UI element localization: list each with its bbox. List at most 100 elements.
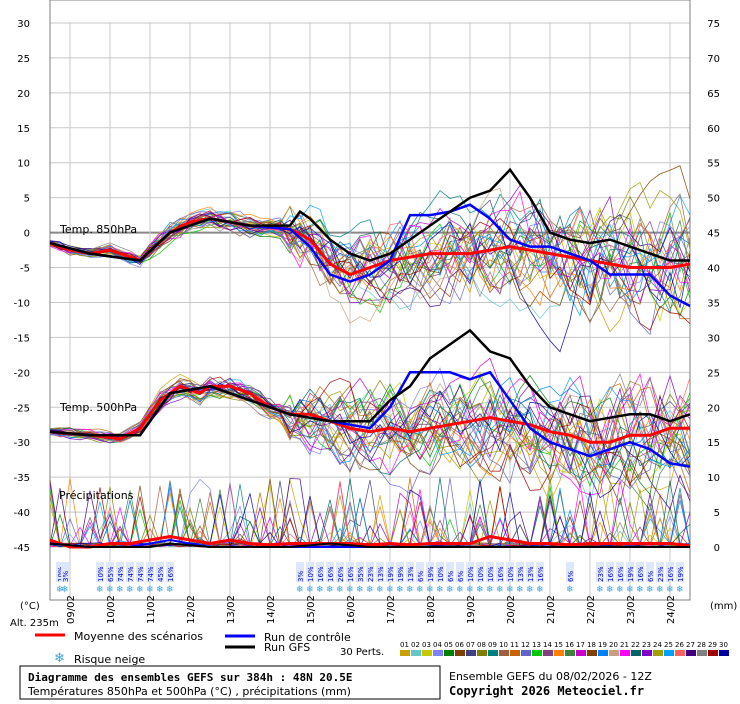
snowflake-icon: ❄ bbox=[336, 585, 344, 595]
snow-risk-pct: 16% bbox=[607, 566, 615, 582]
snow-risk-pct: 19% bbox=[677, 566, 685, 582]
section-label-t500: Temp. 500hPa bbox=[59, 401, 137, 414]
left-tick-label: -5 bbox=[20, 264, 30, 275]
snow-risk-cell bbox=[526, 562, 534, 582]
snow-risk-cell bbox=[166, 562, 174, 582]
snow-risk-pct: 65% bbox=[107, 566, 115, 582]
snowflake-icon: ❄ bbox=[376, 585, 384, 595]
snow-risk-cell bbox=[136, 562, 144, 582]
legend-snow-label: Risque neige bbox=[74, 653, 145, 666]
perturbation-swatch bbox=[664, 650, 674, 656]
x-date-label: 21/02 bbox=[546, 595, 557, 624]
snowflake-icon: ❄ bbox=[416, 585, 424, 595]
snowflake-icon: ❄ bbox=[326, 585, 334, 595]
snowflake-icon: ❄ bbox=[366, 585, 374, 595]
perturbation-number: 16 bbox=[565, 641, 574, 649]
perturbation-number: 27 bbox=[686, 641, 695, 649]
perturbation-number: 23 bbox=[642, 641, 651, 649]
right-axis-unit: (mm) bbox=[710, 601, 737, 612]
snow-risk-pct: 10% bbox=[97, 566, 105, 582]
x-date-label: 24/02 bbox=[666, 595, 677, 624]
axis-layer: 302520151050-5-10-15-20-25-30-35-40-4575… bbox=[14, 19, 720, 624]
snow-risk-cell bbox=[56, 562, 64, 582]
snow-risk-cell bbox=[346, 562, 354, 582]
left-tick-label: 30 bbox=[17, 19, 30, 30]
perturbation-swatch bbox=[532, 650, 542, 656]
perturbation-01-t500 bbox=[49, 373, 691, 504]
snowflake-icon: ❄ bbox=[126, 585, 134, 595]
snow-risk-cell bbox=[676, 562, 684, 582]
snowflake-icon: ❄ bbox=[396, 585, 404, 595]
snow-risk-cell bbox=[476, 562, 484, 582]
left-tick-label: -25 bbox=[14, 403, 30, 414]
snowflake-icon: ❄ bbox=[306, 585, 314, 595]
perturbation-number: 06 bbox=[455, 641, 464, 649]
snow-risk-pct: 10% bbox=[307, 566, 315, 582]
snow-risk-cell bbox=[436, 562, 444, 582]
snow-risk-pct: 16% bbox=[347, 566, 355, 582]
snow-risk-cell bbox=[606, 562, 614, 582]
right-tick-label: 65 bbox=[707, 89, 720, 100]
snow-risk-cell bbox=[616, 562, 624, 582]
snow-risk-cell bbox=[356, 562, 364, 582]
snow-risk-pct: 45% bbox=[157, 566, 165, 582]
snow-risk-pct: 3% bbox=[297, 571, 305, 582]
snow-risk-cell bbox=[156, 562, 164, 582]
x-date-label: 15/02 bbox=[306, 595, 317, 624]
snowflake-icon: ❄ bbox=[466, 585, 474, 595]
snowflake-icon: ❄ bbox=[646, 585, 654, 595]
snowflake-icon: ❄ bbox=[456, 585, 464, 595]
perturbation-swatch bbox=[686, 650, 696, 656]
perturbation-13-t500 bbox=[49, 383, 691, 488]
perturbation-09-t850 bbox=[49, 190, 691, 315]
left-tick-label: -10 bbox=[14, 298, 30, 309]
snow-risk-cell bbox=[306, 562, 314, 582]
snow-risk-pct: 6% bbox=[567, 571, 575, 582]
snow-risk-cell bbox=[516, 562, 524, 582]
snow-risk-pct: 16% bbox=[497, 566, 505, 582]
x-date-label: 18/02 bbox=[426, 595, 437, 624]
snow-risk-cell bbox=[426, 562, 434, 582]
snow-risk-pct: 10% bbox=[467, 566, 475, 582]
snow-risk-pct: 16% bbox=[667, 566, 675, 582]
perturbation-12-t850 bbox=[49, 211, 691, 336]
snow-risk-pct: 16% bbox=[167, 566, 175, 582]
snow-risk-pct: 6% bbox=[417, 571, 425, 582]
perturbation-number: 24 bbox=[653, 641, 662, 649]
perturbation-number: 21 bbox=[620, 641, 629, 649]
snow-risk-cell bbox=[506, 562, 514, 582]
x-date-label: 13/02 bbox=[226, 595, 237, 624]
perturbation-number: 07 bbox=[466, 641, 475, 649]
chart-title: Diagramme des ensembles GEFS sur 384h : … bbox=[28, 671, 353, 684]
snowflake-icon: ❄ bbox=[636, 585, 644, 595]
perturbation-number: 05 bbox=[444, 641, 453, 649]
x-date-label: 16/02 bbox=[346, 595, 357, 624]
perturbation-swatch bbox=[708, 650, 718, 656]
snow-risk-cell bbox=[316, 562, 324, 582]
snow-risk-pct: 74% bbox=[137, 566, 145, 582]
snowflake-icon: ❄ bbox=[516, 585, 524, 595]
right-tick-label: 20 bbox=[707, 403, 720, 414]
chart-subtitle: Températures 850hPa et 500hPa (°C) , pré… bbox=[27, 685, 351, 698]
perturbation-color-legend: 01 02 03 04 05 06 07 08 09 10 11 12 13 14 15 16 17 18 19 20… bbox=[400, 641, 729, 656]
left-tick-label: -45 bbox=[14, 543, 30, 554]
snowflake-icon: ❄ bbox=[356, 585, 364, 595]
perturbations-label: 30 Perts. bbox=[340, 647, 384, 658]
perturbation-swatch bbox=[510, 650, 520, 656]
snow-risk-cell bbox=[366, 562, 374, 582]
perturbation-number: 01 bbox=[400, 641, 409, 649]
perturbation-number: 12 bbox=[521, 641, 530, 649]
snow-risk-cell bbox=[566, 562, 574, 582]
snow-risk-pct: 16% bbox=[537, 566, 545, 582]
snow-risk-pct: 3% bbox=[62, 571, 70, 582]
perturbation-swatch bbox=[609, 650, 619, 656]
perturbation-swatch bbox=[455, 650, 465, 656]
right-tick-label: 50 bbox=[707, 194, 720, 205]
snow-risk-cell bbox=[446, 562, 454, 582]
perturbation-number: 02 bbox=[411, 641, 420, 649]
snow-risk-cell bbox=[486, 562, 494, 582]
perturbation-swatch bbox=[598, 650, 608, 656]
snow-risk-cell bbox=[466, 562, 474, 582]
snow-risk-pct: 16% bbox=[317, 566, 325, 582]
